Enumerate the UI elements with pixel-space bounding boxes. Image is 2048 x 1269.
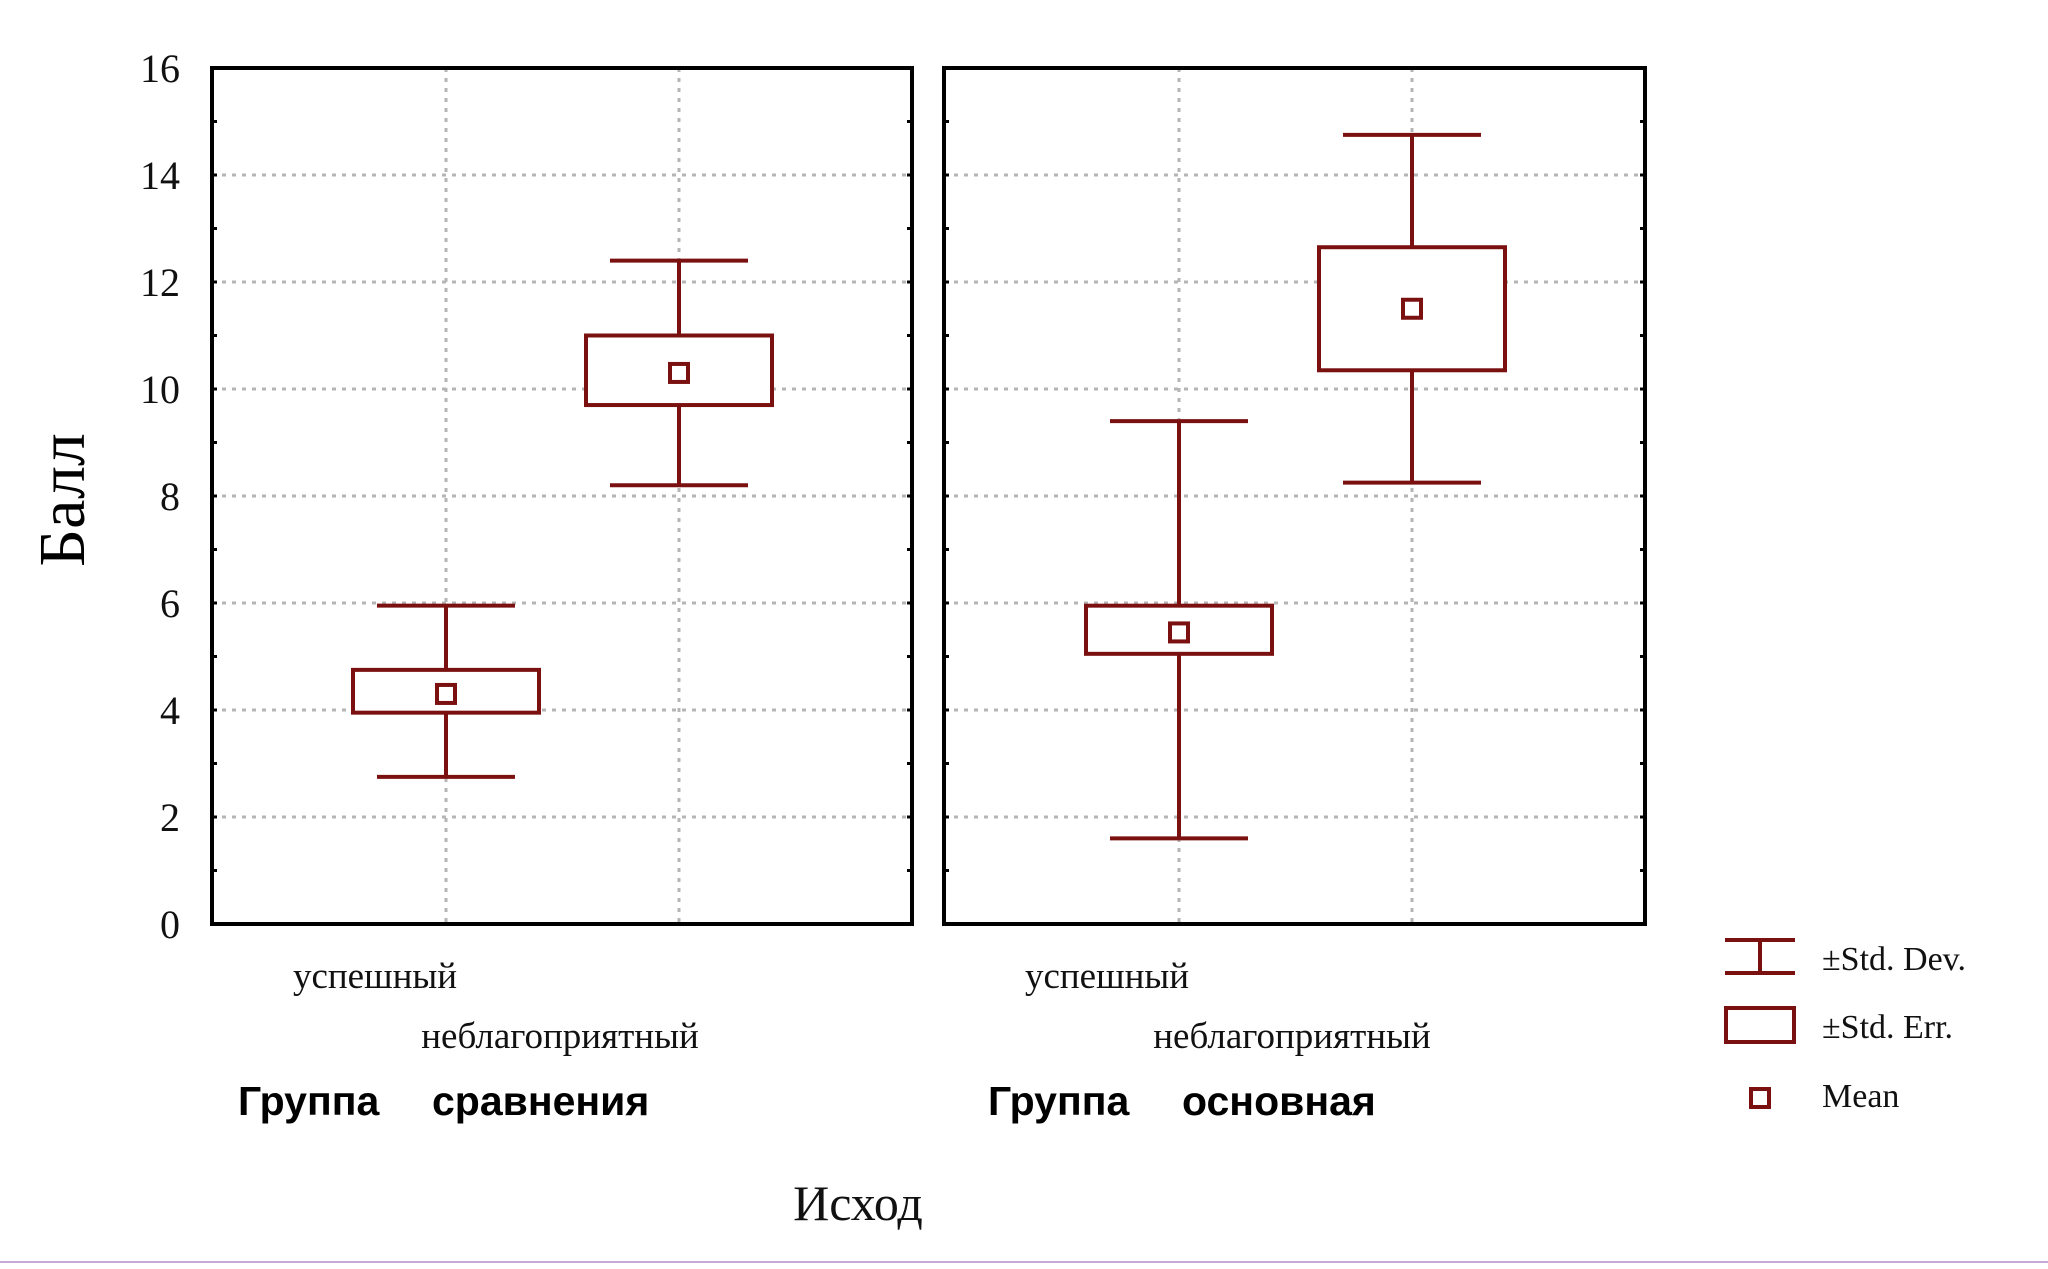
y-tick-label-7: 14 (140, 153, 180, 198)
mean-marker-0-0 (435, 682, 457, 705)
panel-frame-1 (942, 66, 1647, 926)
mean-marker-1-1 (1401, 297, 1423, 320)
category-label-1-1: неблагоприятный (1153, 1016, 1431, 1057)
group-label-1-0: Группа (988, 1078, 1131, 1124)
mean-marker-1-0 (1168, 621, 1190, 644)
legend-label-se: ±Std. Err. (1822, 1009, 1953, 1046)
panel-frame-0 (210, 66, 914, 926)
y-tick-label-5: 10 (140, 367, 180, 412)
y-tick-label-4: 8 (160, 474, 180, 519)
y-tick-label-1: 2 (160, 795, 180, 840)
legend-label-mean: Mean (1822, 1078, 1899, 1115)
category-label-0-0: успешный (293, 956, 457, 997)
group-label-0-1: сравнения (432, 1078, 649, 1124)
y-tick-label-0: 0 (160, 902, 180, 947)
y-axis-label: Балл (26, 433, 99, 567)
legend-label-sd: ±Std. Dev. (1822, 941, 1966, 978)
legend-mean-marker (1749, 1087, 1771, 1109)
category-label-1-0: успешный (1025, 956, 1189, 997)
category-label-0-1: неблагоприятный (421, 1016, 699, 1057)
y-tick-label-8: 16 (140, 46, 180, 91)
y-tick-label-6: 12 (140, 260, 180, 305)
legend-se-box (1724, 1006, 1796, 1044)
y-tick-label-3: 6 (160, 581, 180, 626)
group-label-1-1: основная (1182, 1078, 1376, 1124)
mean-marker-0-1 (668, 361, 690, 384)
x-axis-label: Исход (793, 1175, 923, 1231)
group-label-0-0: Группа (238, 1078, 381, 1124)
y-tick-label-2: 4 (160, 688, 180, 733)
